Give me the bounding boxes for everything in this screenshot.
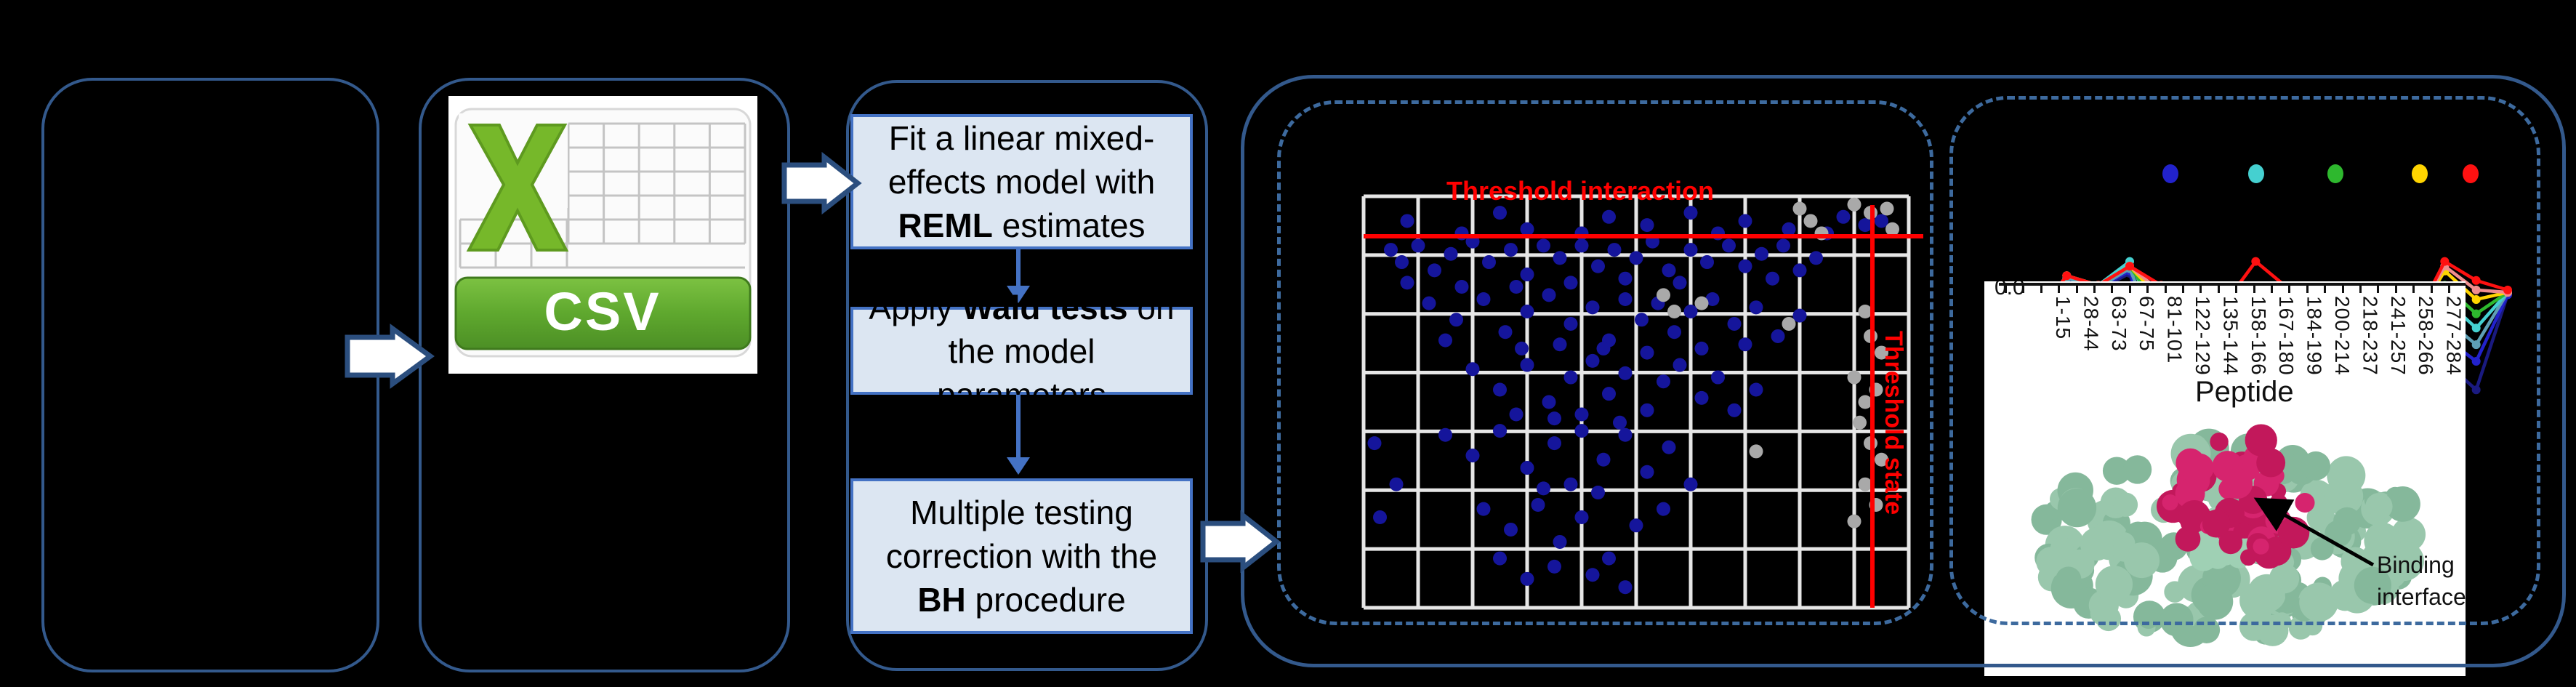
legend-dot-timepoint-4	[2412, 164, 2428, 183]
x-axis-tick	[2182, 286, 2184, 293]
csv-image-card: CSV	[448, 96, 757, 374]
csv-banner-label: CSV	[544, 281, 661, 342]
peptide-tick-label: 167-180	[2275, 296, 2298, 376]
peptide-tick-label: 277-284	[2442, 296, 2466, 376]
x-axis-tick	[2324, 286, 2327, 293]
model-steps-panel	[846, 80, 1208, 671]
flow-arrow-2	[781, 151, 862, 215]
peptide-tick-label: 218-237	[2359, 296, 2382, 376]
x-axis-tick	[2005, 286, 2007, 293]
x-axis-tick	[2430, 286, 2433, 293]
binding-interface-arrow	[2253, 497, 2375, 567]
excel-x-glyph	[466, 124, 569, 252]
x-axis-tick	[2164, 286, 2167, 293]
x-axis-tick	[2377, 286, 2380, 293]
x-axis-tick	[2271, 286, 2273, 293]
peptide-tick-label: 200-214	[2331, 296, 2354, 376]
x-axis-tick	[2022, 286, 2025, 293]
peptide-tick-label: 63-73	[2107, 296, 2130, 352]
peptide-tick-label: 241-257	[2386, 296, 2410, 376]
x-axis-tick	[2341, 286, 2344, 293]
peptide-tick-label: 67-75	[2136, 296, 2159, 352]
x-axis-tick	[2412, 286, 2415, 293]
x-axis-tick	[2075, 286, 2078, 293]
x-axis-tick	[2217, 286, 2220, 293]
step-box-wald: Apply Wald tests on the model parameters	[850, 289, 1193, 414]
x-axis-tick	[2359, 286, 2362, 293]
peptide-tick-label: 1-15	[2052, 296, 2074, 340]
peptide-tick-label: 122-129	[2191, 296, 2214, 376]
x-axis-tick	[2448, 286, 2450, 293]
protein-structure-image	[2031, 424, 2426, 648]
x-axis-tick	[2040, 286, 2042, 293]
interaction-scatter-chart	[1361, 194, 1911, 610]
x-axis-tick	[2306, 286, 2309, 293]
x-axis-tick	[2093, 286, 2096, 293]
x-axis-tick	[2394, 286, 2397, 293]
peptide-tick-label: 184-199	[2303, 296, 2326, 376]
peptide-tick-label: 81-101	[2163, 296, 2186, 364]
connector-arrow-2-head	[1007, 457, 1030, 475]
x-axis-line	[1999, 283, 2466, 286]
input-panel	[41, 78, 379, 672]
x-axis-tick	[2058, 286, 2061, 293]
csv-file-icon: CSV	[454, 108, 752, 358]
peptide-tick-label: 158-166	[2247, 296, 2270, 376]
legend-dot-timepoint-3	[2327, 164, 2343, 183]
connector-arrow-1-head	[1007, 286, 1030, 303]
flow-arrow-3	[1200, 510, 1281, 574]
x-axis-tick	[2111, 286, 2114, 293]
threshold-state-line	[1870, 205, 1875, 608]
legend-dot-timepoint-5	[2463, 164, 2479, 183]
uptake-axis-protein-card: 0.0 1-15 28-44 63-73 67-75 81-101 122-129 135-…	[1984, 281, 2466, 676]
peptide-tick-label: 135-144	[2219, 296, 2242, 376]
connector-arrow-2	[1016, 395, 1021, 459]
x-axis-tick	[2253, 286, 2255, 293]
x-axis-title: Peptide	[2195, 376, 2294, 408]
step-box-reml: Fit a linear mixed-effects model with RE…	[850, 114, 1193, 249]
legend-dot-timepoint-2	[2248, 164, 2264, 183]
threshold-interaction-line	[1364, 234, 1923, 238]
x-axis-tick	[2199, 286, 2202, 293]
step-box-reml-label: Fit a linear mixed-effects model with RE…	[887, 119, 1156, 244]
step-box-wald-label: Apply Wald tests on the model parameters	[869, 288, 1175, 414]
x-axis-tick	[2288, 286, 2291, 293]
peptide-tick-label: 258-266	[2415, 296, 2438, 376]
threshold-state-label: Threshold state	[1880, 331, 1907, 515]
peptide-tick-label: 28-44	[2080, 296, 2103, 352]
bound-peptide-surface	[2156, 424, 2315, 569]
flow-arrow-1	[345, 324, 435, 389]
x-axis-tick	[2235, 286, 2238, 293]
connector-arrow-1	[1016, 249, 1021, 287]
x-axis-tick	[2146, 286, 2149, 293]
legend-dot-timepoint-1	[2162, 164, 2178, 183]
binding-interface-label: Binding interface	[2377, 552, 2466, 610]
threshold-interaction-label: Threshold interaction	[1446, 176, 1715, 206]
step-box-bh-label: Multiple testing correction with the BH …	[885, 494, 1158, 619]
step-box-bh: Multiple testing correction with the BH …	[850, 478, 1193, 634]
csv-panel	[419, 78, 790, 672]
x-axis-tick	[2128, 286, 2131, 293]
